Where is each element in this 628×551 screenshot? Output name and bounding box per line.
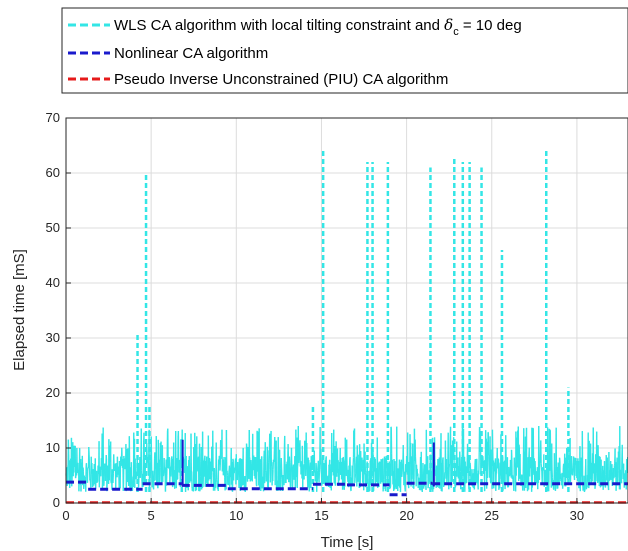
plot-frame: [65, 117, 628, 504]
legend: WLS CA algorithm with local tilting cons…: [61, 7, 628, 94]
y-tick-label: 40: [46, 275, 60, 290]
y-axis-label: Elapsed time [mS]: [11, 249, 28, 371]
y-tick-label: 30: [46, 330, 60, 345]
legend-box: [61, 7, 628, 94]
legend-label-piu: Pseudo Inverse Unconstrained (PIU) CA al…: [114, 71, 448, 88]
y-tick-label: 20: [46, 385, 60, 400]
x-tick-label: 30: [570, 508, 584, 523]
y-tick-label: 0: [53, 495, 60, 510]
legend-label-wls: WLS CA algorithm with local tilting cons…: [114, 16, 522, 38]
y-tick-label: 10: [46, 440, 60, 455]
plot-area: [66, 118, 628, 503]
x-tick-label: 25: [485, 508, 499, 523]
x-tick-label: 10: [229, 508, 243, 523]
x-axis-label: Time [s]: [321, 534, 374, 551]
x-tick-label: 20: [399, 508, 413, 523]
series-wls: [65, 151, 628, 493]
ticks: 0 5 10 15 20 25 30 0 10 20 30 40 50 60 70: [46, 110, 585, 523]
x-tick-label: 5: [148, 508, 155, 523]
x-tick-label: 15: [314, 508, 328, 523]
y-tick-label: 60: [46, 165, 60, 180]
series-nonlinear: [66, 439, 628, 497]
y-tick-label: 50: [46, 220, 60, 235]
legend-label-nonlinear: Nonlinear CA algorithm: [114, 45, 268, 62]
y-tick-label: 70: [46, 110, 60, 125]
x-tick-label: 0: [62, 508, 69, 523]
